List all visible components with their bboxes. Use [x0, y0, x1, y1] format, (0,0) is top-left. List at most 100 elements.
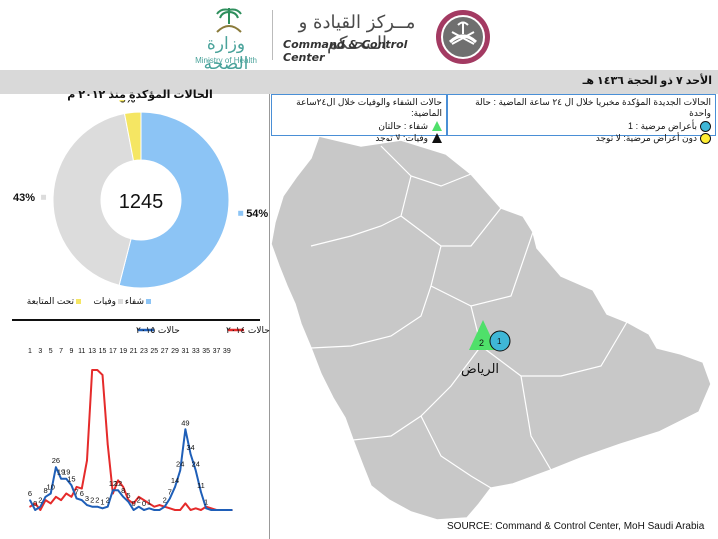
- series-0-point: [49, 502, 52, 505]
- series-1-point: [101, 507, 104, 510]
- series-1-point: [205, 507, 207, 510]
- series-line-1: [29, 428, 232, 511]
- x-tick-label: 39: [223, 348, 231, 355]
- series-1-point: [106, 505, 109, 508]
- data-label: 0: [142, 499, 146, 508]
- data-label: 7: [75, 487, 79, 496]
- data-label: 24: [192, 459, 200, 468]
- recovery-title: حالات الشفاء والوفيات خلال ال٢٤ساعة الما…: [296, 97, 442, 118]
- center-title-arabic: مــركز القيادة و الـتحـكم: [298, 12, 416, 54]
- recovered-triangle-icon: [432, 121, 442, 131]
- symptomatic-label: بأعراض مرضية : 1: [628, 121, 697, 131]
- data-label: 10: [47, 483, 55, 492]
- date-band: الأحد ٧ ذو الحجة ١٤٣٦ هـ: [0, 70, 718, 94]
- series-0-point: [80, 487, 83, 490]
- data-label: 2: [137, 496, 141, 505]
- x-tick-label: 27: [161, 348, 169, 355]
- x-tick-label: 33: [192, 348, 200, 355]
- legend-label-series-1: حالات ٢٠١٥: [136, 325, 180, 335]
- series-0-point: [200, 509, 202, 511]
- header-bar: وزارة الصحة Ministry of Health مــركز ال…: [0, 0, 718, 74]
- symptomatic-circle-icon: [700, 121, 711, 132]
- recovered-marker-value: 2: [479, 338, 484, 348]
- series-0-point: [101, 374, 104, 376]
- data-label: 11: [197, 481, 205, 490]
- donut-label-followup: 3%: [119, 100, 135, 105]
- series-0-point: [122, 486, 125, 488]
- donut-label-recovered-marker: [238, 210, 244, 216]
- x-tick-label: 1: [28, 348, 32, 355]
- data-label: 19: [57, 468, 65, 477]
- center-title-english: Command & Control Center: [283, 38, 408, 64]
- series-0-point: [55, 496, 57, 498]
- data-label: 19: [62, 468, 70, 477]
- series-0-point: [39, 509, 42, 511]
- series-1-point: [86, 504, 88, 506]
- confirmed-cases-donut-chart: 54% 43% 3% 1245: [13, 100, 268, 289]
- data-label: 1: [147, 497, 151, 506]
- series-1-point: [132, 509, 135, 511]
- series-0-point: [148, 502, 150, 505]
- deaths-triangle-icon: [432, 133, 442, 143]
- x-tick-label: 35: [202, 348, 210, 355]
- saudi-arabia-map: 2 1 الرياض: [271, 136, 712, 521]
- saudi-land-shape: [271, 136, 712, 521]
- x-tick-label: 19: [119, 348, 127, 355]
- chart-separator: [12, 319, 260, 321]
- symptomatic-marker-circle: [489, 330, 511, 352]
- deaths-label: وفيات: لا توجد: [375, 133, 428, 143]
- series-1-point: [189, 453, 192, 455]
- data-label: 1: [204, 497, 208, 506]
- data-label: 8: [121, 486, 125, 495]
- series-1-point: [200, 491, 202, 493]
- x-tick-label: 11: [78, 348, 85, 355]
- series-1-point: [215, 509, 218, 511]
- series-1-point: [112, 489, 114, 492]
- data-label: 6: [28, 489, 32, 498]
- donut-label-recovered: 54%: [246, 208, 268, 220]
- new-cases-legend-box: الحالات الجديدة المؤكدة مخبريا خلال ال ٢…: [447, 94, 716, 144]
- data-label: 1: [100, 497, 104, 506]
- legend-label-recovered: شفاء: [124, 296, 144, 306]
- series-0-point: [86, 459, 88, 462]
- asymptomatic-label: دون أعراض مرضية: لا توجد: [595, 133, 697, 143]
- series-1-point: [226, 509, 228, 511]
- series-0-point: [75, 486, 78, 488]
- series-0-point: [137, 496, 140, 498]
- series-1-point: [220, 509, 223, 511]
- series-1-point: [65, 477, 68, 480]
- series-1-point: [143, 509, 145, 511]
- data-label: 5: [126, 491, 130, 500]
- series-0-point: [189, 509, 192, 511]
- data-label: 2: [38, 496, 42, 505]
- x-tick-label: 23: [140, 348, 148, 355]
- data-label: 2: [95, 496, 99, 505]
- data-label: 6: [80, 489, 84, 498]
- deaths-row: وفيات: لا توجد: [276, 133, 442, 144]
- series-1-point: [29, 499, 31, 501]
- series-1-point: [60, 477, 62, 480]
- data-label: 12: [109, 479, 117, 488]
- palm-swords-logo-icon: [216, 8, 242, 33]
- data-label: 7: [168, 487, 172, 496]
- data-label: 26: [52, 456, 60, 465]
- command-center-emblem-icon: [436, 10, 490, 64]
- header-divider: [272, 10, 273, 60]
- data-label: 34: [186, 443, 194, 452]
- series-1-point: [117, 489, 119, 492]
- asymptomatic-circle-icon: [700, 133, 711, 144]
- series-0-point: [174, 509, 176, 511]
- recovered-row: شفاء : حالتان: [276, 121, 442, 132]
- series-0-point: [210, 507, 213, 510]
- series-1-point: [194, 469, 197, 472]
- series-0-point: [153, 505, 156, 508]
- series-1-point: [184, 428, 187, 431]
- donut-label-deaths: 43%: [13, 192, 35, 204]
- data-label: 2: [90, 496, 94, 505]
- data-label: 12: [114, 479, 122, 488]
- data-label: 0: [33, 499, 37, 508]
- legend-swatch-followup: [76, 299, 81, 304]
- x-tick-label: 5: [49, 348, 53, 355]
- donut-slice-followup: [123, 111, 142, 162]
